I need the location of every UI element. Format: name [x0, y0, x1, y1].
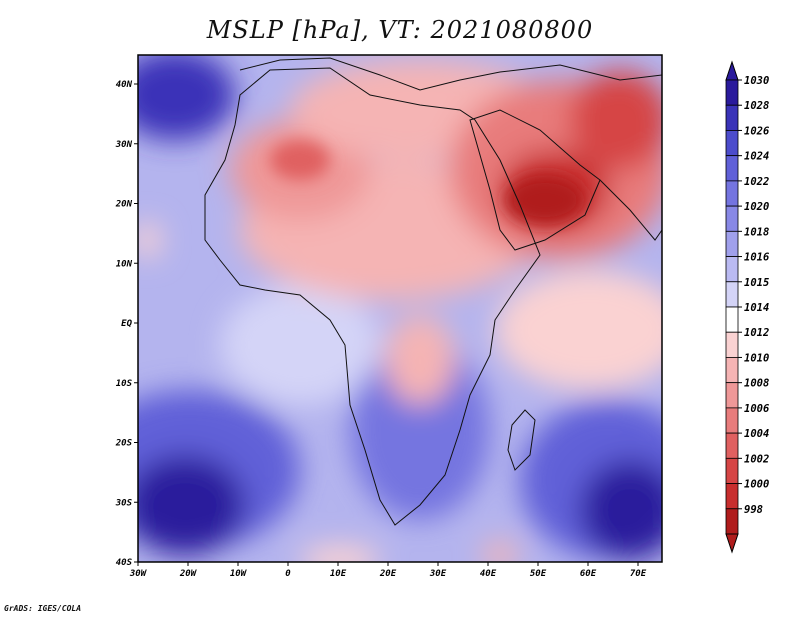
x-tick-label: 60E	[580, 569, 597, 579]
x-tick-label: 0	[285, 569, 291, 579]
colorbar-label: 1026	[744, 125, 769, 137]
colorbar-label: 1024	[744, 151, 769, 163]
x-tick-label: 50E	[530, 569, 547, 579]
coastline-india	[599, 179, 662, 241]
colorbar-bottom-arrow	[725, 533, 739, 554]
y-tick-label: EQ	[121, 319, 132, 329]
colorbar-segment	[725, 281, 739, 308]
x-tick-label: 10W	[230, 569, 248, 579]
x-tick-label: 20E	[379, 569, 397, 579]
coastline-arabia	[469, 109, 601, 251]
x-tick-label: 40E	[480, 569, 497, 579]
x-tick-label: 20W	[179, 569, 198, 579]
colorbar-label: 1012	[744, 327, 769, 339]
colorbar-label: 1022	[744, 176, 769, 188]
colorbar-segment	[725, 256, 739, 283]
x-tick-label: 10E	[330, 569, 347, 579]
colorbar-segment	[725, 331, 739, 358]
colorbar-segment	[725, 483, 739, 510]
colorbar: 1030 1028 1026 1024 1022 1020 1018 1016 1015 1014…	[725, 60, 769, 554]
x-axis: 30W 20W 10W 0 10E 20E 30E 40E 50E 60E 70E	[129, 562, 647, 579]
colorbar-segment	[725, 457, 739, 484]
colorbar-label: 1028	[744, 100, 769, 112]
colorbar-label: 1018	[744, 226, 769, 238]
y-tick-label: 20S	[115, 439, 133, 449]
y-tick-label: 20N	[115, 200, 133, 210]
y-tick-label: 40N	[116, 80, 133, 90]
coastline-madagascar	[507, 409, 536, 471]
y-tick-label: 10N	[116, 259, 133, 269]
x-tick-label: 70E	[630, 569, 647, 579]
colorbar-label: 1004	[744, 428, 769, 440]
colorbar-segment	[725, 130, 739, 157]
y-axis: 40N 30N 20N 10N EQ 10S 20S 30S 40S	[115, 80, 138, 568]
colorbar-segment	[725, 79, 739, 106]
colorbar-label: 1016	[744, 252, 769, 264]
colorbar-segment	[725, 205, 739, 232]
colorbar-segment	[725, 432, 739, 459]
y-tick-label: 30N	[115, 140, 133, 150]
pressure-field	[138, 55, 662, 562]
x-tick-label: 30E	[429, 569, 447, 579]
colorbar-label: 1000	[744, 479, 769, 491]
colorbar-label: 1030	[744, 75, 769, 87]
colorbar-label: 1015	[744, 277, 769, 289]
colorbar-label: 998	[744, 504, 763, 516]
colorbar-segment	[725, 508, 739, 535]
colorbar-label: 1014	[744, 302, 769, 314]
colorbar-segment	[725, 357, 739, 384]
colorbar-label: 1010	[744, 352, 769, 364]
colorbar-segment	[725, 104, 739, 131]
y-tick-label: 10S	[116, 379, 133, 389]
colorbar-label: 1002	[744, 453, 769, 465]
colorbar-segment	[725, 155, 739, 182]
colorbar-top-arrow	[725, 60, 739, 81]
map-title: MSLP [hPa], VT: 2021080800	[206, 16, 594, 44]
x-tick-label: 30W	[129, 569, 148, 579]
colorbar-label: 1008	[744, 378, 769, 390]
colorbar-segment	[725, 382, 739, 409]
colorbar-segment	[725, 407, 739, 434]
colorbar-segment	[725, 230, 739, 257]
colorbar-label: 1020	[744, 201, 769, 213]
y-tick-label: 40S	[116, 558, 133, 568]
colorbar-label: 1006	[744, 403, 769, 415]
colorbar-segment	[725, 306, 739, 333]
grads-credit: GrADS: IGES/COLA	[4, 604, 82, 613]
y-tick-label: 30S	[115, 498, 133, 508]
map-frame	[137, 54, 663, 563]
coastline-africa	[204, 67, 541, 526]
colorbar-segment	[725, 180, 739, 207]
coastline-north	[239, 57, 662, 91]
